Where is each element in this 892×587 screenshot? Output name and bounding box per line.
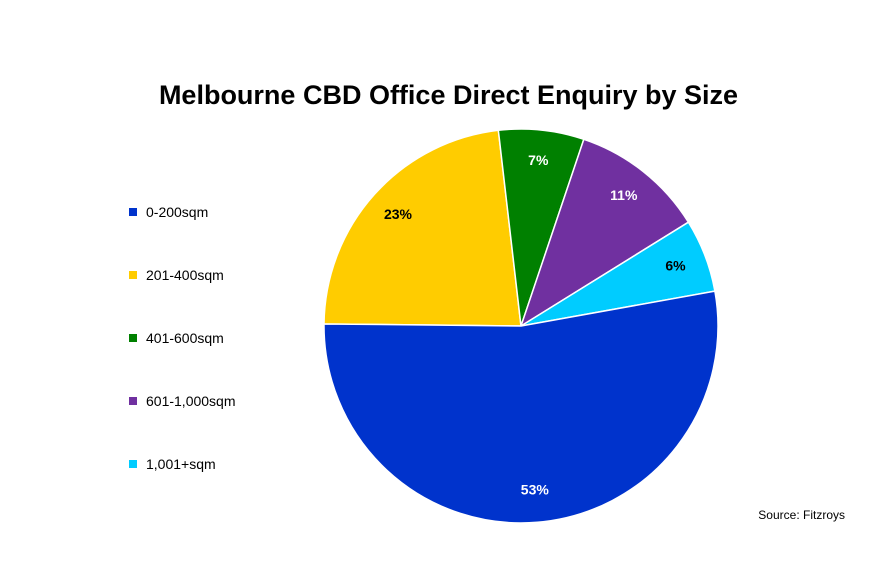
legend-swatch — [129, 397, 137, 405]
pie-slice-labels: 23% 7% 11% 6% 53% — [384, 152, 686, 498]
legend-swatch — [129, 460, 137, 468]
legend-item-201-400sqm: 201-400sqm — [129, 265, 224, 285]
slice-value-label: 11% — [610, 187, 638, 203]
slice-value-label: 53% — [521, 482, 550, 498]
legend-swatch — [129, 334, 137, 342]
chart-title: Melbourne CBD Office Direct Enquiry by S… — [158, 80, 739, 110]
legend-label: 601-1,000sqm — [146, 393, 236, 409]
legend-label: 401-600sqm — [146, 330, 224, 346]
legend-label: 201-400sqm — [146, 267, 224, 283]
legend-item-1001-plus-sqm: 1,001+sqm — [129, 454, 216, 474]
pie-slice-0-200sqm — [323, 290, 719, 524]
legend-item-0-200sqm: 0-200sqm — [129, 202, 208, 222]
legend-swatch — [129, 208, 137, 216]
pie-slice-201-400sqm — [323, 129, 522, 327]
legend-item-601-1000sqm: 601-1,000sqm — [129, 391, 236, 411]
legend-label: 0-200sqm — [146, 204, 209, 220]
pie-slices — [323, 128, 719, 524]
source-note: Source: Fitzroys — [758, 508, 845, 522]
pie-slice-601-1-000sqm — [520, 138, 690, 327]
slice-value-label: 23% — [384, 206, 413, 222]
slice-value-label: 7% — [528, 152, 549, 168]
slice-value-label: 6% — [665, 257, 686, 273]
legend-item-401-600sqm: 401-600sqm — [129, 328, 224, 348]
legend-label: 1,001+sqm — [146, 456, 216, 472]
legend-swatch — [129, 271, 137, 279]
